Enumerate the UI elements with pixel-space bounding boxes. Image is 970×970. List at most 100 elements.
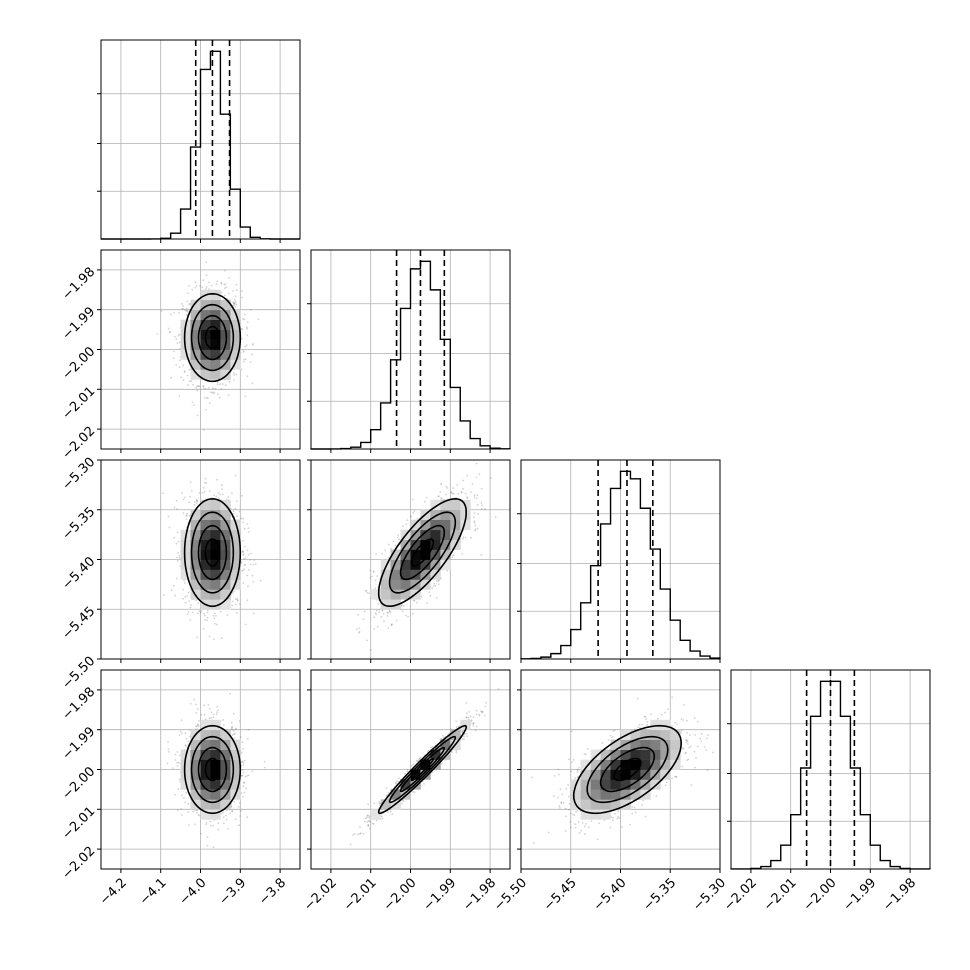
scatter-point xyxy=(231,592,234,594)
scatter-point xyxy=(206,611,209,614)
scatter-point xyxy=(177,540,180,543)
scatter-point xyxy=(241,741,244,743)
scatter-point xyxy=(205,261,208,264)
scatter-point xyxy=(242,317,244,320)
scatter-point xyxy=(397,534,399,536)
scatter-point xyxy=(242,517,245,520)
scatter-point xyxy=(373,628,376,630)
density-cell xyxy=(180,329,191,340)
scatter-point xyxy=(220,637,223,640)
scatter-point xyxy=(173,536,176,539)
scatter-point xyxy=(204,477,207,480)
scatter-point xyxy=(446,487,449,489)
scatter-point xyxy=(475,476,478,479)
scatter-point xyxy=(177,788,180,790)
scatter-point xyxy=(188,285,191,287)
scatter-point xyxy=(187,384,190,386)
scatter-point xyxy=(373,616,376,619)
scatter-point xyxy=(205,397,208,399)
scatter-point xyxy=(215,495,218,498)
scatter-point xyxy=(182,498,185,501)
histogram-step xyxy=(310,260,511,450)
scatter-point xyxy=(185,737,188,740)
scatter-point xyxy=(218,396,221,399)
scatter-point xyxy=(217,822,220,825)
scatter-point xyxy=(415,601,418,604)
scatter-point xyxy=(186,595,188,597)
density-cell xyxy=(200,309,211,320)
scatter-point xyxy=(202,385,205,388)
scatter-point xyxy=(374,579,377,582)
scatter-point xyxy=(464,492,467,495)
scatter-point xyxy=(378,608,381,611)
scatter-point xyxy=(433,582,436,585)
scatter-point xyxy=(233,590,236,593)
scatter-point xyxy=(176,761,179,764)
density-cell xyxy=(200,319,211,330)
scatter-point xyxy=(176,560,179,562)
scatter-point xyxy=(234,474,237,477)
scatter-point xyxy=(223,294,226,297)
scatter-point xyxy=(240,494,243,497)
scatter-panel-3-0 xyxy=(97,669,301,873)
scatter-point xyxy=(210,391,212,394)
density-cell xyxy=(210,349,221,360)
scatter-point xyxy=(470,491,472,494)
scatter-point xyxy=(197,385,200,387)
scatter-point xyxy=(185,310,188,312)
scatter-point xyxy=(172,584,175,587)
scatter-point xyxy=(242,748,245,750)
scatter-point xyxy=(205,285,208,288)
scatter-point xyxy=(233,299,236,301)
scatter-point xyxy=(218,497,220,500)
scatter-point xyxy=(243,527,246,530)
scatter-point xyxy=(401,610,404,613)
scatter-point xyxy=(372,570,375,573)
scatter-point xyxy=(181,307,184,310)
scatter-point xyxy=(478,473,481,476)
scatter-point xyxy=(187,611,190,613)
scatter-point xyxy=(240,810,242,812)
scatter-point xyxy=(196,385,199,387)
scatter-point xyxy=(431,587,434,590)
scatter-point xyxy=(490,477,492,479)
density-cell xyxy=(220,319,231,330)
density-cell xyxy=(210,499,221,511)
scatter-point xyxy=(239,815,241,817)
density-cell xyxy=(430,529,441,540)
scatter-point xyxy=(384,549,387,552)
scatter-point xyxy=(202,627,205,630)
scatter-point xyxy=(390,623,393,626)
scatter-point xyxy=(202,486,205,489)
scatter-point xyxy=(423,500,426,503)
density-cell xyxy=(220,299,231,311)
scatter-point xyxy=(188,501,191,504)
scatter-point xyxy=(425,496,428,499)
scatter-point xyxy=(186,310,189,313)
density-cell xyxy=(230,549,241,560)
scatter-point xyxy=(216,478,218,481)
scatter-point xyxy=(185,515,188,518)
scatter-point xyxy=(242,360,245,363)
scatter-point xyxy=(362,618,365,620)
scatter-point xyxy=(212,638,215,641)
scatter-point xyxy=(387,627,390,629)
scatter-point xyxy=(178,312,180,314)
scatter-point xyxy=(252,563,255,566)
scatter-point xyxy=(193,501,196,503)
scatter-point xyxy=(236,515,239,517)
scatter-point xyxy=(480,487,483,490)
density-cell xyxy=(210,369,221,380)
scatter-panel-2-0 xyxy=(97,459,301,663)
scatter-point xyxy=(390,547,392,550)
panel-frame xyxy=(100,249,301,450)
scatter-point xyxy=(246,321,249,324)
scatter-point xyxy=(231,728,234,731)
scatter-point xyxy=(172,357,175,360)
scatter-point xyxy=(445,485,448,488)
scatter-point xyxy=(215,623,218,626)
scatter-point xyxy=(220,484,223,487)
scatter-point xyxy=(210,284,213,287)
scatter-point xyxy=(480,553,483,556)
scatter-point xyxy=(233,302,236,305)
